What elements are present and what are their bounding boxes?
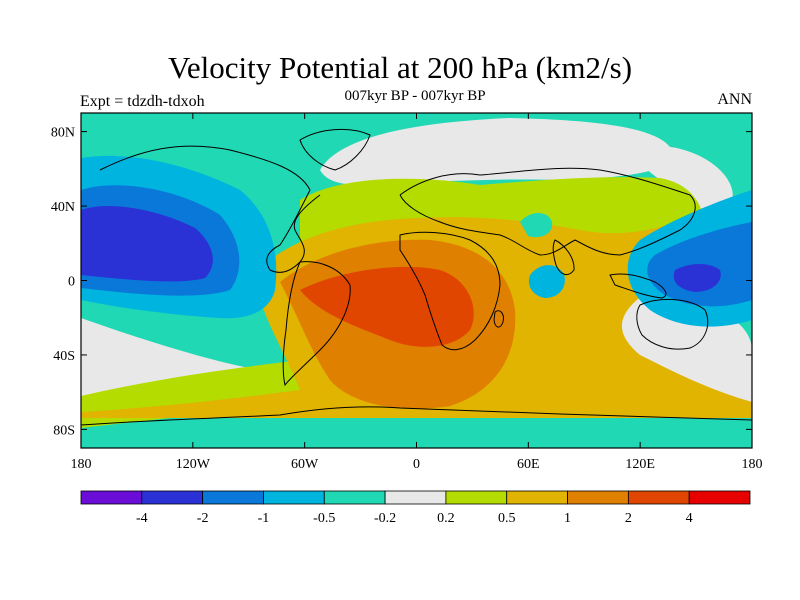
lon-tick-label: 180 — [71, 457, 92, 472]
contour-neutral-north — [320, 118, 674, 185]
lat-tick-label: 0 — [68, 275, 75, 290]
contour-negative-polar — [81, 420, 752, 448]
colorbar-box-4 — [323, 490, 386, 505]
lat-tick-label: 40S — [53, 349, 75, 364]
colorbar-label: 0.2 — [437, 511, 455, 526]
longitude-ticks: 180 120W 60W 0 60E 120E 180 — [71, 113, 763, 472]
coastlines — [81, 128, 752, 426]
colorbar-label: -2 — [197, 511, 209, 526]
coastline-india — [552, 239, 575, 276]
colorbar-box-8 — [567, 490, 629, 505]
contour-negative-indian — [528, 265, 565, 298]
coastline-indonesia — [609, 273, 667, 299]
contour-fill — [81, 113, 752, 448]
colorbar-label: 0.5 — [498, 511, 516, 526]
coastline-greenland — [299, 128, 371, 171]
colorbar-box-0 — [80, 490, 143, 505]
lon-tick-label: 60E — [517, 457, 540, 472]
contour-neutral-arctic — [637, 146, 733, 212]
map-subtitle: 007kyr BP - 007kyr BP — [344, 88, 486, 104]
colorbar-box-9 — [627, 490, 690, 505]
coastline-south-america — [282, 261, 351, 387]
coastline-madagascar — [493, 310, 504, 328]
lat-tick-label: 80N — [51, 126, 75, 141]
colorbar-label: 1 — [564, 511, 571, 526]
colorbar-label: -1 — [258, 511, 270, 526]
colorbar-box-2 — [202, 490, 264, 505]
map-title: Velocity Potential at 200 hPa (km2/s) — [167, 50, 633, 85]
contour-positive-max — [300, 266, 474, 347]
colorbar-label: 2 — [625, 511, 632, 526]
coastline-north-america — [99, 145, 321, 273]
colorbar-box-7 — [506, 490, 568, 505]
lon-tick-label: 180 — [742, 457, 763, 472]
contour-negative-west-pacific-core — [673, 264, 721, 292]
latitude-ticks: 80N 40N 0 40S 80S — [51, 126, 752, 438]
lon-tick-label: 120E — [625, 457, 655, 472]
colorbar-box-10 — [688, 490, 751, 505]
lat-tick-label: 80S — [53, 423, 75, 438]
colorbar-box-3 — [263, 490, 325, 505]
coastline-australia — [636, 298, 709, 350]
coastline-africa — [399, 231, 501, 351]
contour-negative-pacific-core — [81, 206, 213, 282]
colorbar-box-1 — [141, 490, 204, 505]
contour-negative-arabian — [520, 213, 553, 238]
lon-tick-label: 60W — [291, 457, 319, 472]
colorbar-label: -0.2 — [374, 511, 396, 526]
colorbar-box-6 — [445, 490, 508, 505]
season-label: ANN — [717, 91, 752, 108]
coastline-antarctica — [81, 406, 752, 426]
colorbar: -4 -2 -1 -0.5 -0.2 0.2 0.5 1 2 4 — [80, 490, 751, 526]
lat-tick-label: 40N — [51, 200, 75, 215]
experiment-label: Expt = tdzdh-tdxoh — [80, 93, 205, 110]
coastline-europe-asia — [399, 167, 696, 256]
lon-tick-label: 120W — [176, 457, 211, 472]
colorbar-label: -4 — [136, 511, 148, 526]
colorbar-box-5 — [384, 490, 447, 505]
colorbar-label: -0.5 — [313, 511, 335, 526]
lon-tick-label: 0 — [413, 457, 420, 472]
colorbar-label: 4 — [686, 511, 693, 526]
